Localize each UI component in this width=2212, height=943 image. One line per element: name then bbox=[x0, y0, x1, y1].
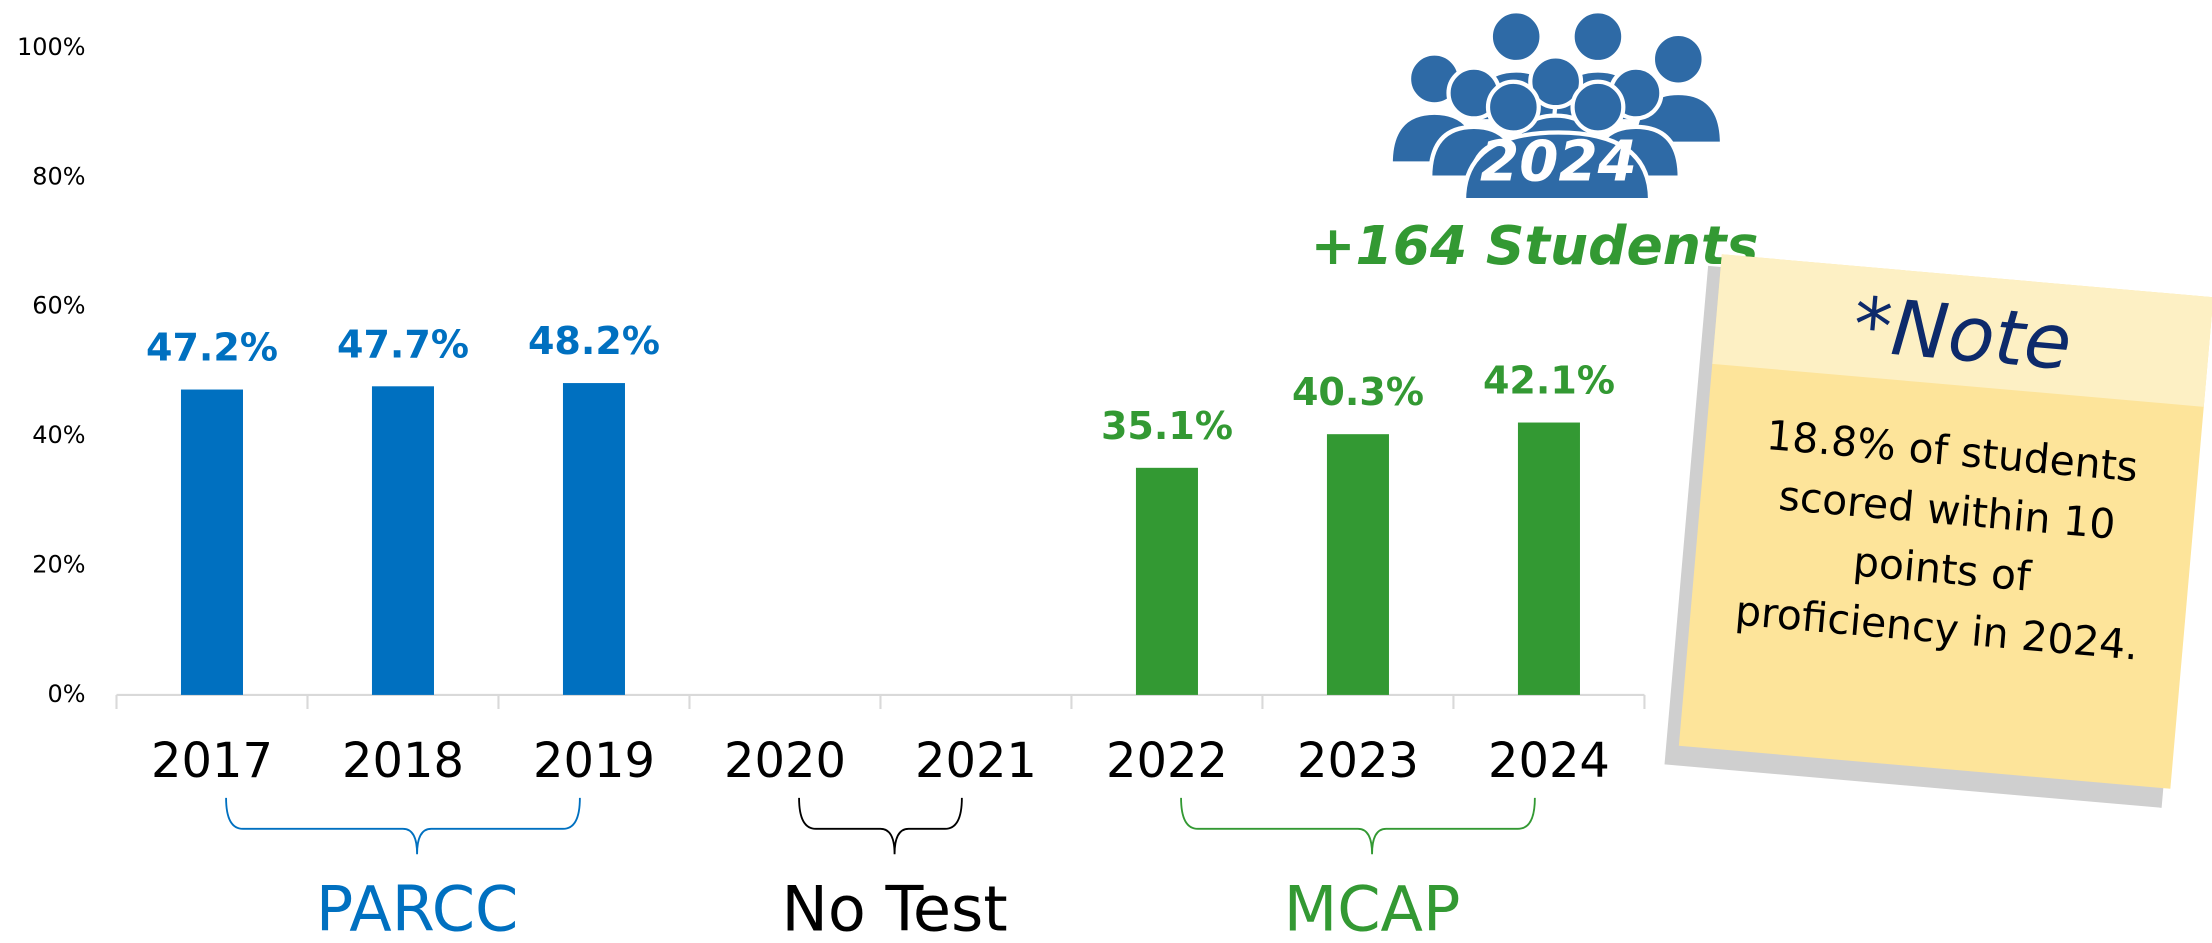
data-label: 40.3% bbox=[1292, 370, 1424, 414]
y-tick-label: 60% bbox=[32, 292, 85, 320]
bar bbox=[562, 383, 625, 695]
group-bracket bbox=[1180, 797, 1536, 855]
data-label: 47.2% bbox=[146, 326, 278, 370]
x-tick-label: 2021 bbox=[915, 734, 1037, 789]
data-label: 35.1% bbox=[1101, 404, 1233, 448]
group-label: MCAP bbox=[1284, 872, 1461, 943]
x-tick-label: 2020 bbox=[724, 734, 846, 789]
badge-caption: +164 Students bbox=[1311, 214, 1759, 277]
x-tick-label: 2022 bbox=[1106, 734, 1228, 789]
data-label: 47.7% bbox=[337, 322, 469, 366]
x-tick-label: 2019 bbox=[533, 734, 655, 789]
group-label: No Test bbox=[781, 872, 1007, 943]
note-title: *Note bbox=[1850, 280, 2075, 388]
group-bracket bbox=[225, 797, 581, 855]
bar bbox=[371, 386, 434, 695]
group-bracket bbox=[798, 797, 963, 855]
data-label: 42.1% bbox=[1483, 359, 1615, 403]
y-tick-label: 40% bbox=[32, 421, 85, 449]
badge-year: 2024 bbox=[1480, 130, 1637, 195]
data-label: 48.2% bbox=[528, 319, 660, 363]
y-tick-label: 100% bbox=[17, 33, 85, 61]
people-icon bbox=[1391, 11, 1722, 203]
x-tick-label: 2017 bbox=[151, 734, 273, 789]
x-tick-label: 2023 bbox=[1297, 734, 1419, 789]
group-label: PARCC bbox=[316, 872, 518, 943]
y-tick-label: 80% bbox=[32, 162, 85, 190]
note-band bbox=[1712, 254, 2212, 407]
x-tick-label: 2018 bbox=[342, 734, 464, 789]
bar bbox=[1135, 467, 1198, 695]
bar bbox=[180, 389, 243, 695]
y-tick-label: 0% bbox=[47, 680, 85, 708]
bar bbox=[1517, 422, 1580, 695]
y-tick-label: 20% bbox=[32, 551, 85, 579]
bar bbox=[1326, 434, 1389, 695]
note: *Note 18.8% of studentsscored within 10p… bbox=[1664, 254, 2212, 808]
x-tick-label: 2024 bbox=[1488, 734, 1610, 789]
